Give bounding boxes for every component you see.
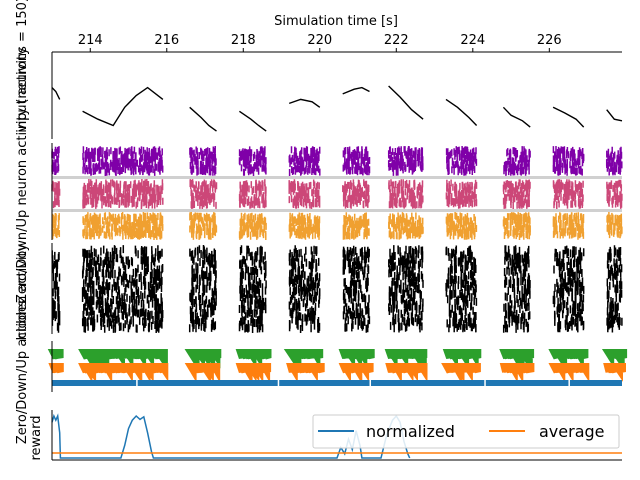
- action-gap-3: [484, 380, 486, 386]
- x-tick-label-224: 224: [460, 33, 485, 48]
- input-activity-segment-3: [239, 110, 267, 132]
- hidden-raster: [51, 245, 623, 333]
- input-activity-segment-7: [445, 98, 478, 126]
- neurons-panel: [51, 143, 623, 240]
- action-gap-0: [136, 380, 138, 386]
- x-tick-label-220: 220: [307, 33, 332, 48]
- input-activity-segment-2: [189, 106, 217, 132]
- action-row-up: [52, 380, 622, 386]
- input-activity-segment-5: [342, 86, 370, 95]
- x-tick-label-218: 218: [231, 33, 256, 48]
- action-row-zero: [47, 349, 628, 370]
- actions-y-label: Zero/Down/Up actions: [15, 300, 30, 444]
- actions-panel: [47, 341, 628, 392]
- hidden-panel: [51, 243, 623, 334]
- neurons-y-label: Zero/Down/Up neuron activity (neurons = …: [15, 0, 30, 303]
- action-gap-1: [277, 380, 280, 386]
- input-activity-segment-8: [502, 106, 531, 128]
- x-tick-label-226: 226: [537, 33, 562, 48]
- neuron-raster-up: [51, 212, 623, 240]
- input-activity-segment-1: [82, 86, 164, 127]
- input-y-label: input activity: [15, 47, 30, 133]
- input-activity-segment-10: [606, 109, 623, 122]
- action-gap-4: [568, 380, 570, 386]
- neuron-raster-zero: [51, 146, 623, 176]
- input-panel: [51, 51, 623, 139]
- input-activity-segment-0: [51, 87, 61, 100]
- legend-box: [312, 414, 620, 449]
- action-row-down: [48, 363, 626, 384]
- hidden-y-label: hidden activity: [15, 243, 30, 340]
- reward-y-label: reward: [29, 415, 44, 460]
- x-tick-label-222: 222: [384, 33, 409, 48]
- x-tick-label-216: 216: [154, 33, 179, 48]
- action-gap-2: [369, 380, 372, 386]
- reward-legend: normalized average: [312, 414, 620, 449]
- x-tick-labels: 214 216 218 220 222 224 226: [78, 33, 562, 52]
- input-activity-segment-6: [388, 85, 424, 120]
- input-activity-segment-9: [552, 106, 585, 128]
- legend-average-label: average: [539, 422, 605, 441]
- neuron-raster-down: [51, 179, 623, 209]
- x-tick-label-214: 214: [78, 33, 103, 48]
- legend-normalized-label: normalized: [366, 422, 455, 441]
- input-activity-segment-4: [288, 98, 321, 108]
- x-axis-title: Simulation time [s]: [274, 14, 398, 29]
- reward-panel: [51, 410, 622, 461]
